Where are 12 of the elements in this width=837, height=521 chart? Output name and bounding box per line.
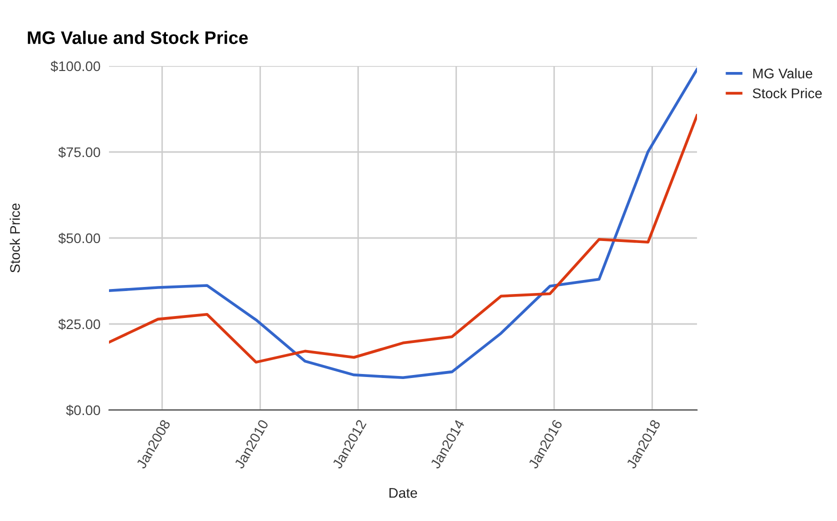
x-axis-title: Date xyxy=(389,488,418,498)
chart-title: MG Value and Stock Price xyxy=(28,30,248,44)
line-series xyxy=(109,68,697,380)
y-tick-label: $75.00 xyxy=(58,146,100,158)
y-tick-label: $100.00 xyxy=(50,60,100,72)
legend-label: Stock Price xyxy=(752,88,822,98)
line-series xyxy=(109,114,697,364)
legend-label: MG Value xyxy=(753,68,812,78)
y-tick-label: $50.00 xyxy=(58,232,100,244)
y-tick-label: $0.00 xyxy=(66,404,100,416)
y-tick-label: $25.00 xyxy=(58,318,100,330)
y-axis-title: Stock Price xyxy=(10,204,20,272)
